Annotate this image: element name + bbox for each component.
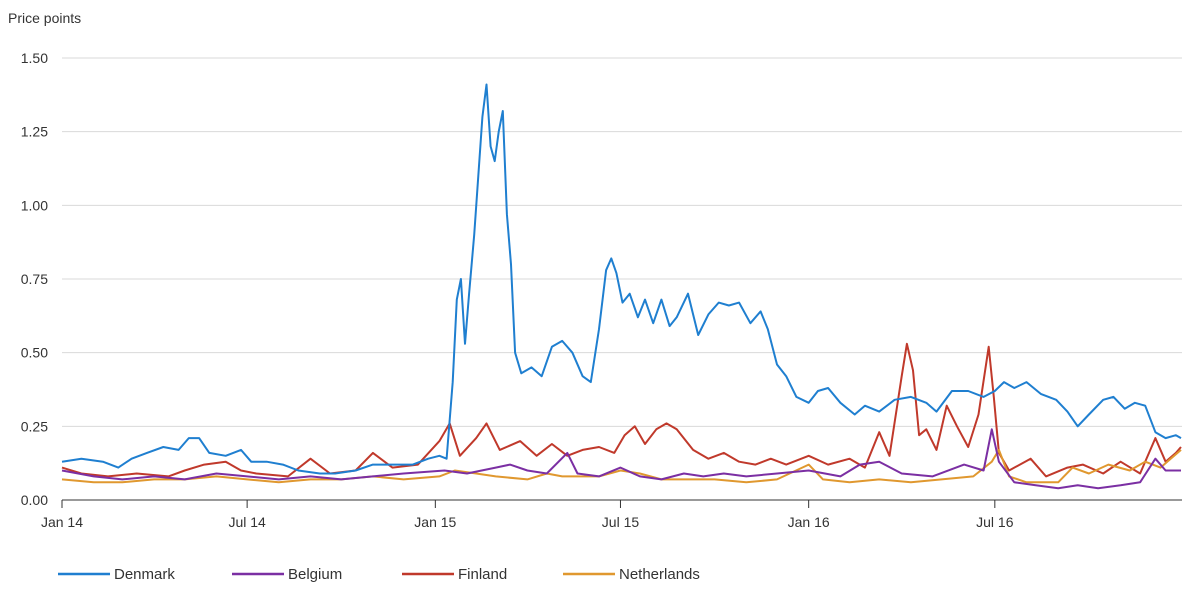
- x-tick-label: Jul 16: [976, 514, 1014, 530]
- y-tick-label: 1.25: [21, 124, 48, 140]
- series-line-netherlands: [61, 448, 1182, 484]
- legend-label-finland: Finland: [458, 566, 507, 583]
- x-tick-label: Jul 15: [602, 514, 640, 530]
- y-tick-label: 1.00: [21, 197, 48, 213]
- gridlines: [62, 57, 1182, 501]
- x-tick-label: Jan 14: [41, 514, 83, 530]
- series-line-denmark: [61, 83, 1182, 475]
- y-tick-label: 0.50: [21, 345, 48, 361]
- x-tick-label: Jan 15: [414, 514, 456, 530]
- x-axis-ticks: Jan 14 Jul 14 Jan 15 Jul 15 Jan 16 Jul 16: [41, 500, 1014, 530]
- legend: Denmark Belgium Finland Netherlands: [58, 566, 700, 583]
- y-tick-label: 0.00: [21, 492, 48, 508]
- y-tick-label: 1.50: [21, 50, 48, 66]
- x-tick-label: Jan 16: [788, 514, 830, 530]
- y-axis-ticks: 0.00 0.25 0.50 0.75 1.00 1.25 1.50: [21, 50, 48, 508]
- legend-label-netherlands: Netherlands: [619, 566, 700, 583]
- y-tick-label: 0.75: [21, 271, 48, 287]
- x-tick-label: Jul 14: [228, 514, 266, 530]
- y-tick-label: 0.25: [21, 418, 48, 434]
- y-axis-title: Price points: [8, 10, 81, 26]
- series-line-finland: [61, 342, 1182, 478]
- legend-label-denmark: Denmark: [114, 566, 175, 583]
- series-line-belgium: [61, 428, 1181, 490]
- series-lines: [61, 83, 1182, 490]
- legend-label-belgium: Belgium: [288, 566, 342, 583]
